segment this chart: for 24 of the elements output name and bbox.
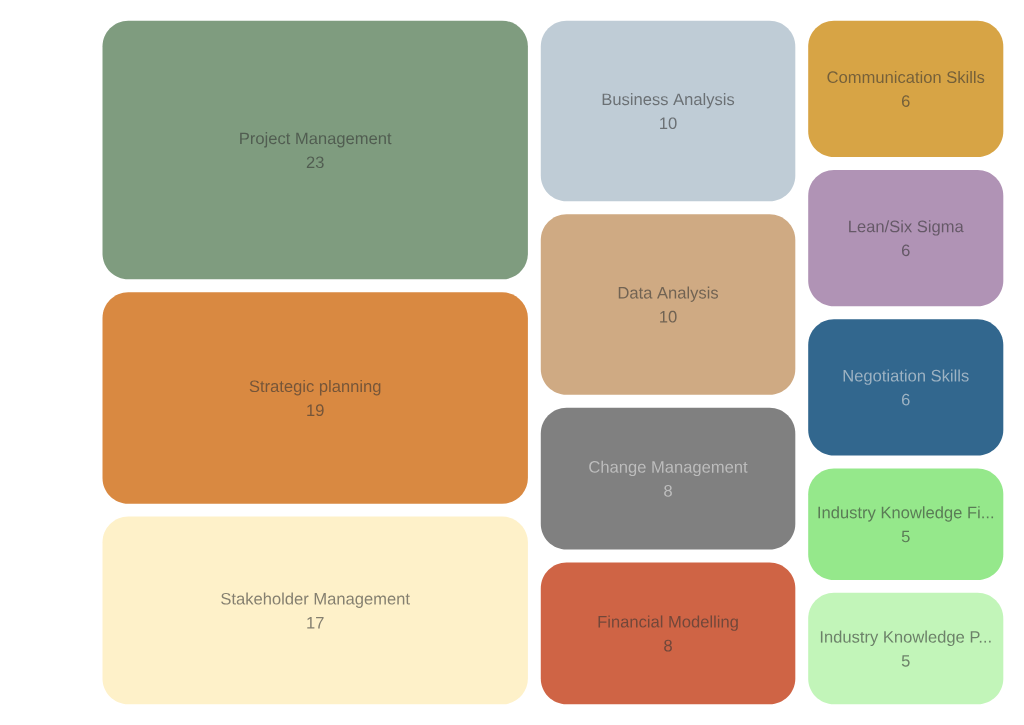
- category-label: Industry Knowledge Fi...: [818, 506, 994, 522]
- category-label: Strategic planning: [249, 379, 381, 396]
- data-label: 6: [902, 95, 910, 107]
- category-label: Financial Modelling: [598, 615, 738, 631]
- category-label: Data Analysis: [618, 286, 719, 302]
- category-label: Lean/Six Sigma: [849, 220, 964, 236]
- data-label: 10: [660, 310, 677, 323]
- data-label: 19: [307, 404, 324, 417]
- category-label: Negotiation Skills: [843, 369, 969, 385]
- data-label: 8: [664, 639, 672, 652]
- category-label: Communication Skills: [827, 70, 985, 84]
- category-label: Change Management: [589, 460, 748, 477]
- data-label: 6: [902, 393, 910, 406]
- category-label: Industry Knowledge P...: [820, 630, 991, 647]
- data-label: 23: [306, 156, 324, 169]
- data-label: 17: [307, 616, 324, 629]
- data-label: 5: [901, 530, 910, 543]
- data-label: 5: [901, 655, 910, 667]
- category-label: Project Management: [240, 132, 392, 148]
- category-label: Business Analysis: [602, 93, 735, 109]
- category-label: Stakeholder Management: [221, 592, 410, 608]
- data-label: 10: [660, 117, 677, 130]
- data-label: 6: [902, 244, 910, 257]
- data-label: 8: [664, 484, 672, 497]
